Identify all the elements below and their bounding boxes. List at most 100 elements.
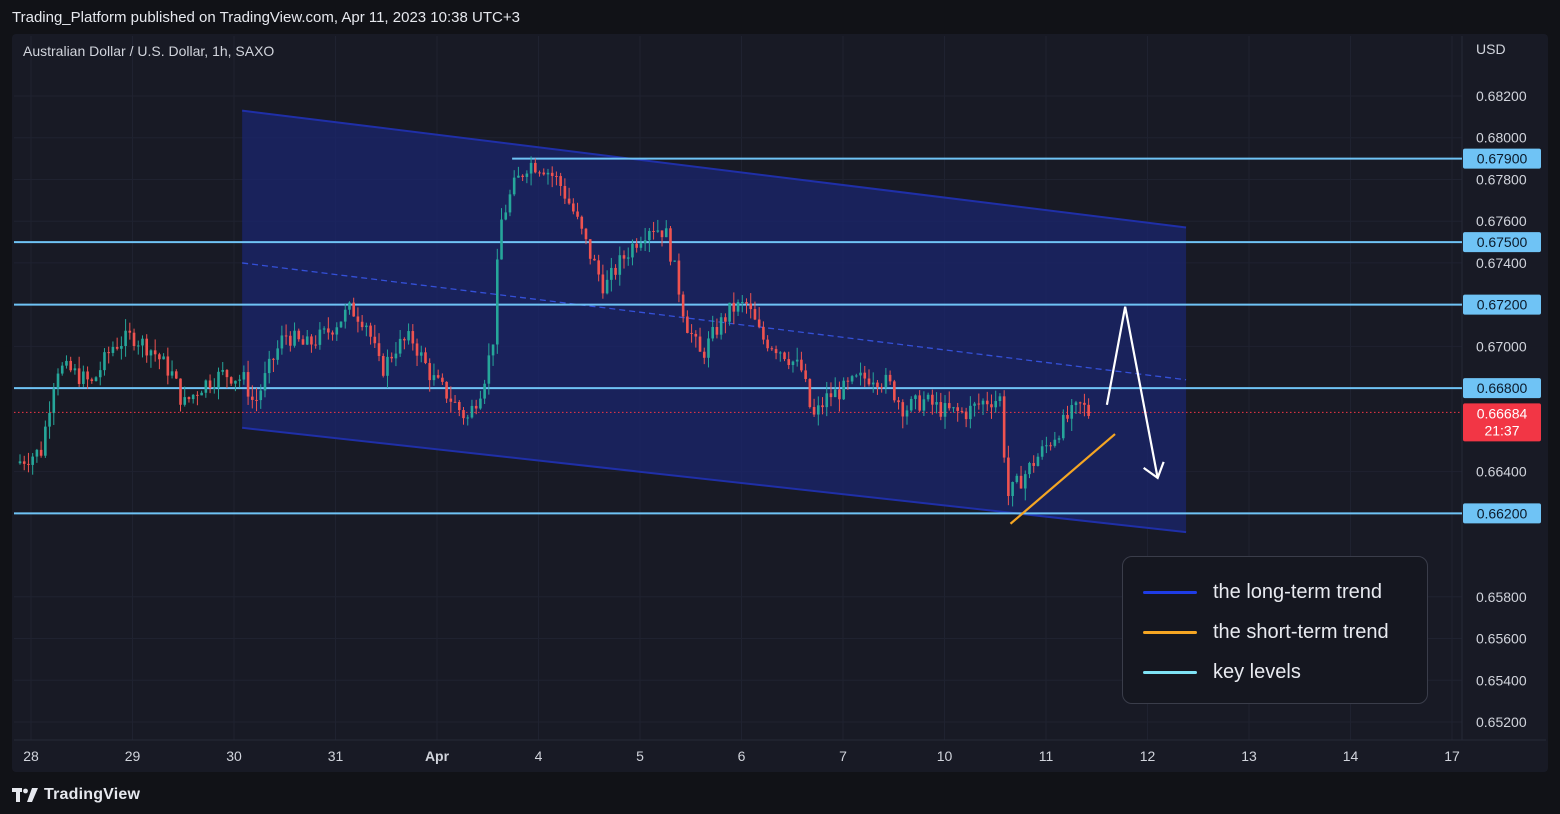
candle-body xyxy=(1061,414,1065,439)
candle xyxy=(508,189,512,217)
candle-body xyxy=(221,370,225,372)
candle-body xyxy=(327,328,330,333)
footer-brand[interactable]: TradingView xyxy=(12,784,140,806)
candle xyxy=(736,299,740,316)
last-price-label: 0.66684 xyxy=(1477,405,1528,421)
candle xyxy=(918,390,921,413)
candle-body xyxy=(183,397,187,405)
candle-body xyxy=(648,230,651,241)
candle-body xyxy=(322,328,326,330)
candle xyxy=(18,454,22,465)
symbol-title[interactable]: Australian Dollar / U.S. Dollar, 1h, SAX… xyxy=(23,43,275,59)
candle-body xyxy=(580,216,584,229)
candle xyxy=(90,377,94,384)
candle xyxy=(504,204,508,221)
candle-body xyxy=(297,330,301,340)
x-tick-label: 12 xyxy=(1140,748,1156,764)
x-tick-label: 14 xyxy=(1343,748,1359,764)
candle-body xyxy=(398,338,402,354)
candle xyxy=(225,369,229,389)
candle xyxy=(969,396,972,429)
candle-body xyxy=(284,335,288,337)
candle xyxy=(310,334,313,353)
candle xyxy=(876,380,879,395)
candle-body xyxy=(280,335,284,349)
candle xyxy=(719,312,723,340)
candle xyxy=(787,351,791,370)
candle xyxy=(259,384,263,409)
candle xyxy=(301,335,305,345)
candle xyxy=(98,361,102,386)
candle xyxy=(318,322,322,350)
candle-body xyxy=(293,330,296,346)
candle xyxy=(1066,405,1069,423)
candle-body xyxy=(381,355,385,376)
candle-body xyxy=(521,175,524,177)
candle xyxy=(314,335,317,349)
candle-body xyxy=(791,361,795,366)
candle-body xyxy=(196,394,199,396)
candle xyxy=(293,322,296,348)
currency-label: USD xyxy=(1476,41,1506,57)
candle xyxy=(428,358,432,392)
candle xyxy=(909,396,913,413)
candle xyxy=(698,327,702,352)
candle xyxy=(846,377,850,390)
key-level-tag xyxy=(1463,294,1541,315)
candle xyxy=(297,328,301,342)
candle xyxy=(601,264,605,299)
candle-body xyxy=(449,398,453,402)
candle xyxy=(871,372,875,393)
candle xyxy=(795,347,799,367)
candle-body xyxy=(1007,457,1010,497)
y-tick-label: 0.68200 xyxy=(1476,88,1527,104)
legend-box: the long-term trend the short-term trend… xyxy=(1122,556,1428,704)
candle xyxy=(208,374,212,394)
candle xyxy=(82,365,85,387)
candle xyxy=(479,390,482,410)
drawings-layer xyxy=(1009,306,1165,525)
candle-body xyxy=(821,405,824,408)
candle-body xyxy=(724,317,727,322)
candle xyxy=(1007,445,1010,506)
candle-body xyxy=(977,403,981,405)
candle-body xyxy=(550,172,554,176)
candle-body xyxy=(555,175,558,177)
candle-body xyxy=(255,399,258,401)
candle-body xyxy=(804,370,807,380)
candle xyxy=(998,393,1002,407)
candle-body xyxy=(149,350,153,356)
candle xyxy=(631,239,634,266)
candle xyxy=(44,420,47,458)
candle xyxy=(217,367,220,400)
candle-body xyxy=(348,302,351,310)
candle-body xyxy=(563,186,567,199)
candle-body xyxy=(470,405,474,418)
candle xyxy=(158,352,161,370)
candle xyxy=(943,395,947,429)
candle-body xyxy=(517,175,520,178)
candle-body xyxy=(588,239,592,259)
candle xyxy=(702,347,706,365)
candle-body xyxy=(855,375,858,377)
candle xyxy=(808,378,812,409)
candle xyxy=(922,391,926,416)
candle xyxy=(512,170,516,197)
candle-body xyxy=(838,389,841,400)
candle xyxy=(381,353,385,378)
candle xyxy=(711,315,715,342)
legend-item-key-levels: key levels xyxy=(1143,657,1301,687)
candle-body xyxy=(242,372,246,380)
candle xyxy=(69,356,72,373)
candle-body xyxy=(960,410,964,412)
candle xyxy=(1070,399,1074,431)
candle xyxy=(833,377,837,398)
candle xyxy=(859,362,862,386)
candle-body xyxy=(732,302,736,312)
candle-body xyxy=(483,383,486,399)
candle-body xyxy=(48,413,51,427)
candle-body xyxy=(491,344,495,356)
candle xyxy=(732,292,736,324)
candle xyxy=(48,401,51,439)
